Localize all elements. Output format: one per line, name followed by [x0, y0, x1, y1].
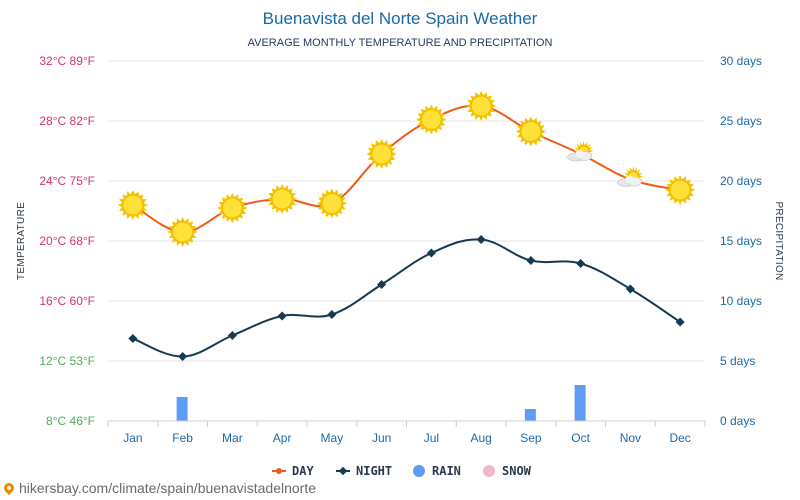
left-tick-label: 32°C 89°F: [39, 54, 95, 68]
legend-item-snow: SNOW: [483, 464, 532, 478]
chart-subtitle: AVERAGE MONTHLY TEMPERATURE AND PRECIPIT…: [248, 37, 553, 49]
sun-icon: [167, 217, 198, 247]
sun-disc: [669, 179, 691, 201]
left-axis-ticks: 32°C 89°F 28°C 82°F 24°C 75°F 20°C 68°F 16°C…: [39, 54, 95, 428]
sun-disc: [520, 121, 542, 142]
right-tick-label: 15 days: [720, 234, 762, 248]
left-tick-label: 16°C 60°F: [39, 294, 95, 308]
night-point: [426, 248, 436, 258]
legend-label: SNOW: [502, 464, 532, 478]
right-axis-ticks: 30 days 25 days 20 days 15 days 10 days 5 day…: [720, 54, 762, 428]
partly-cloudy-icon: [616, 166, 644, 187]
night-point: [476, 234, 486, 245]
sun-icon: [117, 190, 148, 220]
sun-icon: [366, 139, 397, 169]
cloud-part: [625, 175, 634, 184]
legend-item-night: NIGHT: [336, 464, 392, 478]
x-tick-label: Mar: [222, 431, 243, 445]
sun-disc: [122, 194, 144, 216]
right-tick-label: 30 days: [720, 54, 762, 68]
rain-bar: [524, 409, 536, 421]
legend-label: DAY: [292, 464, 314, 478]
right-tick-label: 25 days: [720, 114, 762, 128]
day-series: [117, 91, 696, 247]
right-tick-label: 10 days: [720, 294, 762, 308]
chart-title: Buenavista del Norte Spain Weather: [263, 9, 538, 28]
x-tick-label: Oct: [571, 431, 590, 445]
night-point: [227, 330, 237, 341]
legend-item-rain: RAIN: [413, 464, 461, 478]
precipitation-bars: [176, 385, 586, 421]
left-tick-label: 28°C 82°F: [39, 114, 95, 128]
night-point: [526, 255, 536, 266]
x-tick-label: Sep: [520, 431, 542, 445]
sun-disc: [221, 197, 243, 219]
legend-rain-icon: [413, 465, 425, 477]
rain-bar: [176, 397, 188, 421]
right-tick-label: 5 days: [720, 354, 755, 368]
night-point: [277, 311, 287, 321]
sun-icon: [466, 91, 497, 121]
night-point: [128, 333, 138, 344]
sun-disc: [172, 221, 194, 243]
day-line: [132, 104, 681, 234]
x-tick-label: Dec: [669, 431, 690, 445]
sun-icon: [267, 184, 298, 214]
legend-item-day: DAY: [272, 464, 314, 478]
night-point: [327, 309, 337, 320]
cloud-part: [575, 150, 584, 158]
legend-label: RAIN: [432, 464, 461, 478]
sun-disc: [470, 95, 492, 117]
x-tick-label: Jul: [424, 431, 439, 445]
right-axis-title: PRECIPITATION: [773, 201, 784, 280]
right-tick-label: 0 days: [720, 414, 755, 428]
sun-icon: [316, 188, 347, 219]
source-footer[interactable]: hikersbay.com/climate/spain/buenavistade…: [1, 480, 317, 496]
left-axis-title: TEMPERATURE: [16, 202, 27, 280]
source-link[interactable]: hikersbay.com/climate/spain/buenavistade…: [19, 480, 317, 496]
x-tick-label: May: [321, 431, 344, 445]
sun-icon: [665, 175, 696, 205]
sun-icon: [217, 193, 248, 223]
legend-label: NIGHT: [356, 464, 392, 478]
x-tick-label: Aug: [470, 431, 491, 445]
night-point: [178, 351, 188, 362]
sun-icon: [515, 116, 546, 147]
night-line: [132, 238, 681, 358]
legend-day-marker: [276, 468, 282, 474]
legend-night-marker: [338, 466, 348, 476]
x-tick-label: Jun: [372, 431, 391, 445]
legend: DAY NIGHT RAIN SNOW: [272, 464, 532, 478]
left-tick-label: 8°C 46°F: [46, 414, 95, 428]
night-point: [576, 258, 586, 269]
sun-disc: [420, 109, 442, 130]
location-pin-icon: [1, 480, 17, 496]
x-tick-label: Feb: [172, 431, 193, 445]
gridlines: [108, 60, 705, 422]
sun-icon: [416, 104, 447, 135]
x-tick-label: Nov: [620, 431, 641, 445]
sun-disc: [321, 193, 343, 214]
x-tick-label: Apr: [273, 431, 292, 445]
sun-disc: [271, 188, 293, 210]
left-tick-label: 20°C 68°F: [39, 234, 95, 248]
right-tick-label: 20 days: [720, 174, 762, 188]
legend-snow-icon: [483, 465, 495, 477]
night-series: [128, 234, 685, 362]
x-axis: Jan Feb Mar Apr May Jun Jul Aug Sep Oct Nov Dec: [107, 420, 706, 445]
night-point: [625, 284, 635, 294]
sun-disc: [371, 143, 393, 165]
x-tick-label: Jan: [123, 431, 142, 445]
left-tick-label: 12°C 53°F: [39, 354, 95, 368]
left-tick-label: 24°C 75°F: [39, 174, 95, 188]
partly-cloudy-icon: [567, 141, 594, 162]
rain-bar: [574, 385, 586, 421]
